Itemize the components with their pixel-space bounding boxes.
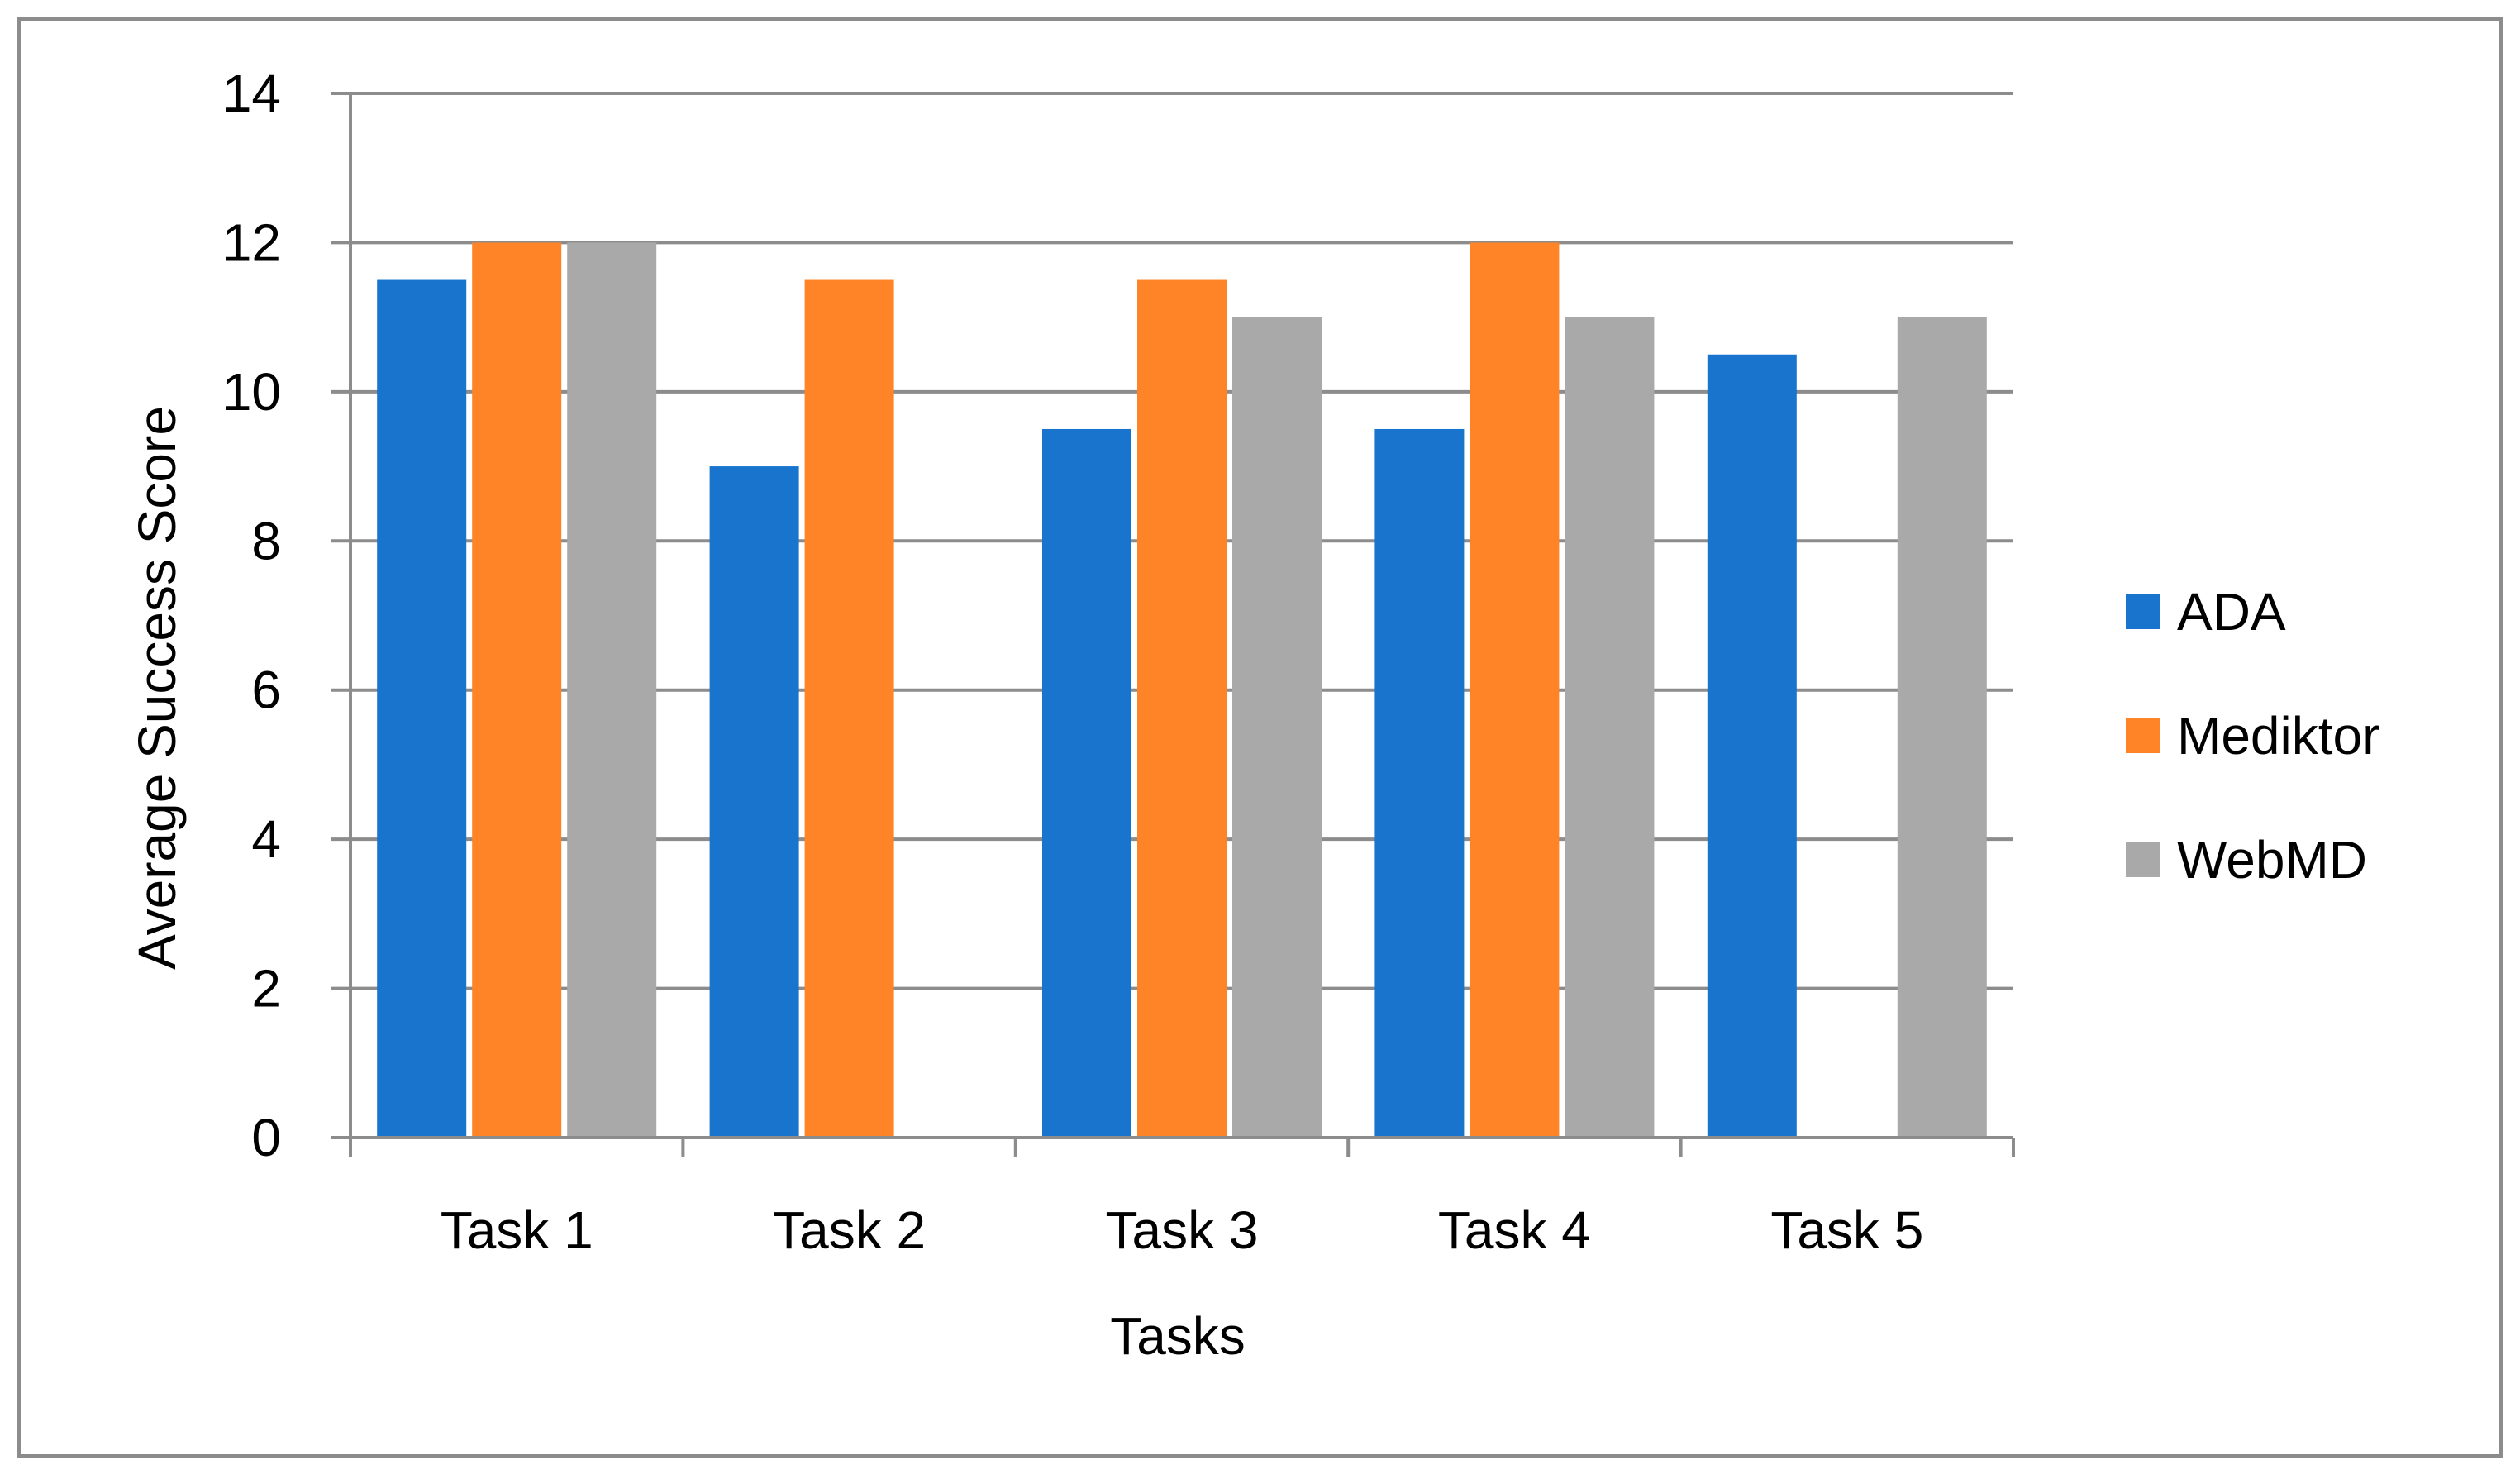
bar-webmd-3 — [1232, 317, 1322, 1138]
x-tick-label: Task 3 — [1106, 1200, 1259, 1260]
bar-ada-2 — [709, 466, 799, 1138]
bar-mediktor-1 — [472, 242, 562, 1138]
y-tick-label: 8 — [251, 511, 281, 570]
x-tick-label: Task 4 — [1438, 1200, 1591, 1260]
bar-ada-3 — [1042, 428, 1131, 1138]
y-tick-labels: 0 2 4 6 8 10 12 14 — [222, 64, 281, 1167]
y-tick-label: 12 — [222, 212, 281, 272]
legend-swatch-ada — [2126, 594, 2160, 629]
x-tick-label: Task 1 — [441, 1200, 593, 1260]
bar-ada-1 — [377, 279, 467, 1138]
bar-webmd-5 — [1897, 317, 1987, 1138]
bar-ada-4 — [1374, 428, 1465, 1138]
legend-label-ada: ADA — [2177, 582, 2286, 642]
legend: ADA Mediktor WebMD — [2126, 582, 2379, 890]
bar-mediktor-4 — [1470, 242, 1560, 1138]
x-tick-label: Task 5 — [1770, 1200, 1923, 1260]
y-tick-label: 6 — [251, 661, 281, 720]
legend-swatch-webmd — [2126, 842, 2160, 877]
axes — [331, 92, 2015, 1157]
bar-webmd-1 — [567, 242, 657, 1138]
y-tick-label: 4 — [251, 809, 281, 869]
bar-ada-5 — [1707, 354, 1797, 1138]
legend-swatch-mediktor — [2126, 718, 2160, 753]
legend-label-webmd: WebMD — [2177, 830, 2367, 890]
legend-label-mediktor: Mediktor — [2177, 706, 2379, 766]
bars — [377, 242, 1987, 1138]
bar-mediktor-2 — [804, 279, 894, 1138]
y-tick-label: 2 — [251, 959, 281, 1019]
y-tick-label: 10 — [222, 362, 281, 422]
bar-mediktor-3 — [1137, 279, 1227, 1138]
bar-webmd-4 — [1565, 317, 1655, 1138]
y-tick-label: 0 — [251, 1108, 281, 1167]
x-tick-labels: Task 1 Task 2 Task 3 Task 4 Task 5 — [441, 1200, 1924, 1260]
y-tick-label: 14 — [222, 64, 281, 123]
y-axis-label: Average Success Score — [127, 406, 187, 970]
x-axis-label: Tasks — [1110, 1306, 1246, 1366]
x-tick-label: Task 2 — [773, 1200, 926, 1260]
